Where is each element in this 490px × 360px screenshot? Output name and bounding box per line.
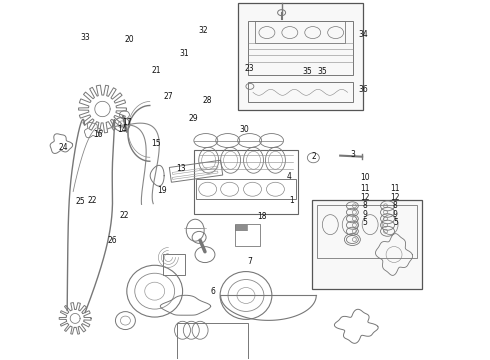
Bar bbox=[196, 179, 296, 199]
Bar bbox=[163, 253, 185, 275]
Text: 10: 10 bbox=[360, 174, 369, 183]
Text: 5: 5 bbox=[393, 218, 398, 227]
Text: 33: 33 bbox=[80, 33, 90, 42]
Text: 29: 29 bbox=[189, 114, 198, 123]
Text: 36: 36 bbox=[358, 85, 368, 94]
Text: 23: 23 bbox=[244, 64, 254, 73]
Text: 20: 20 bbox=[124, 35, 134, 44]
Text: 35: 35 bbox=[317, 67, 327, 76]
Text: 25: 25 bbox=[75, 197, 85, 206]
Text: 12: 12 bbox=[360, 193, 369, 202]
Text: 19: 19 bbox=[157, 186, 167, 195]
Text: 4: 4 bbox=[287, 172, 292, 181]
Text: 30: 30 bbox=[239, 125, 249, 134]
Text: 28: 28 bbox=[202, 96, 212, 105]
Bar bbox=[172, 166, 218, 174]
Text: 8: 8 bbox=[362, 201, 367, 210]
Bar bbox=[235, 224, 260, 246]
Bar bbox=[177, 323, 248, 360]
Text: 34: 34 bbox=[358, 30, 368, 39]
Bar bbox=[318, 205, 417, 258]
Text: 35: 35 bbox=[303, 67, 312, 76]
Text: 2: 2 bbox=[312, 152, 317, 161]
Text: 27: 27 bbox=[163, 92, 172, 101]
Text: 26: 26 bbox=[107, 236, 117, 245]
Text: 14: 14 bbox=[117, 125, 127, 134]
Text: 6: 6 bbox=[211, 287, 216, 296]
Text: 17: 17 bbox=[122, 118, 132, 127]
Bar bbox=[255, 21, 344, 42]
Text: 15: 15 bbox=[151, 139, 161, 148]
Bar bbox=[170, 160, 223, 182]
Text: 16: 16 bbox=[93, 130, 102, 139]
Bar bbox=[172, 171, 218, 179]
Text: 24: 24 bbox=[59, 143, 68, 152]
Text: 22: 22 bbox=[119, 211, 129, 220]
Text: 8: 8 bbox=[393, 201, 398, 210]
Text: 1: 1 bbox=[289, 196, 294, 205]
Text: 32: 32 bbox=[199, 26, 208, 35]
Bar bbox=[248, 21, 353, 75]
Bar bbox=[238, 3, 363, 110]
Text: 9: 9 bbox=[393, 210, 398, 219]
Text: 7: 7 bbox=[247, 257, 252, 266]
Text: 11: 11 bbox=[391, 184, 400, 193]
Text: 22: 22 bbox=[88, 196, 98, 205]
Text: 3: 3 bbox=[350, 150, 355, 159]
Bar bbox=[312, 200, 422, 289]
Text: 13: 13 bbox=[176, 164, 185, 173]
Text: 9: 9 bbox=[362, 210, 367, 219]
Text: 12: 12 bbox=[391, 193, 400, 202]
Text: 18: 18 bbox=[257, 212, 267, 221]
Bar bbox=[194, 149, 298, 214]
Bar bbox=[248, 82, 353, 102]
Text: 31: 31 bbox=[179, 49, 189, 58]
Text: 5: 5 bbox=[362, 218, 367, 227]
Text: 21: 21 bbox=[151, 66, 161, 75]
Text: 11: 11 bbox=[360, 184, 369, 193]
